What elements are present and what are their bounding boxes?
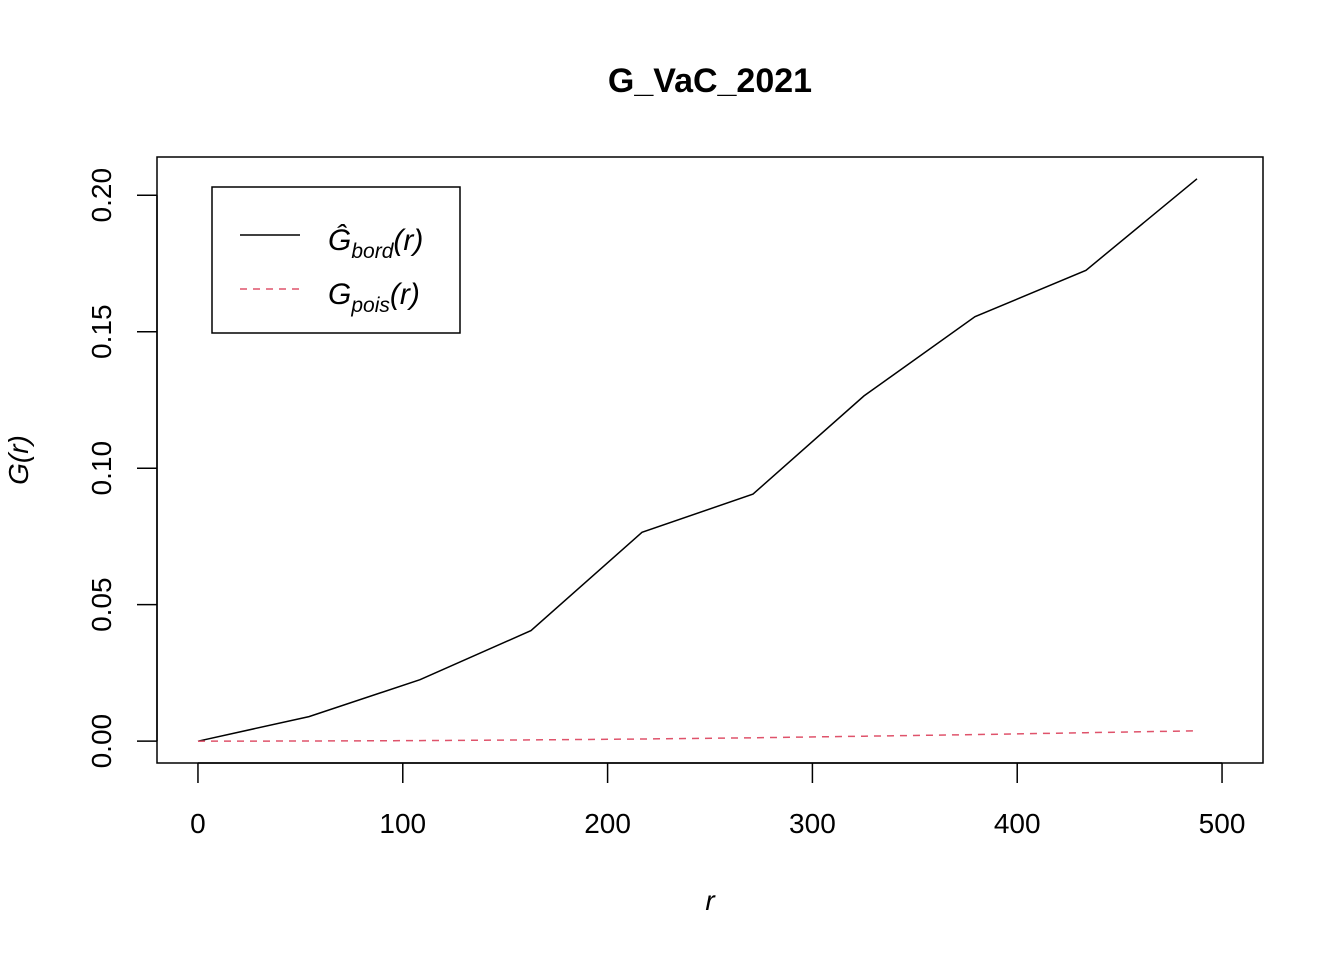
- legend-box: [211, 186, 461, 334]
- legend-label-gbord: Ĝbord(r): [328, 223, 423, 263]
- series-line-gpois: [197, 730, 1198, 742]
- x-tick-label: 400: [994, 808, 1041, 839]
- series-layer: [197, 178, 1198, 742]
- y-tick-label: 0.15: [86, 304, 117, 359]
- x-tick-label: 300: [789, 808, 836, 839]
- y-tick-label: 0.05: [86, 577, 117, 632]
- y-tick-label: 0.20: [86, 168, 117, 223]
- legend-label-gpois: Gpois(r): [328, 278, 420, 317]
- legend: Ĝbord(r) Gpois(r): [211, 186, 461, 334]
- x-tick-label: 500: [1199, 808, 1246, 839]
- x-tick-label: 0: [190, 808, 206, 839]
- x-axis-label: r: [705, 885, 716, 916]
- y-tick-label: 0.00: [86, 714, 117, 769]
- y-tick-label: 0.10: [86, 441, 117, 496]
- y-axis-label: G(r): [3, 435, 34, 485]
- series-line-gbord: [197, 178, 1198, 742]
- x-tick-label: 100: [379, 808, 426, 839]
- y-axis: 0.00 0.05 0.10 0.15 0.20: [86, 168, 158, 769]
- x-axis: 0 100 200 300 400 500: [190, 762, 1246, 839]
- chart-title: G_VaC_2021: [608, 62, 812, 100]
- x-tick-label: 200: [584, 808, 631, 839]
